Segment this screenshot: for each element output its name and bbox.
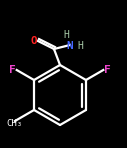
Text: H: H [77, 41, 83, 51]
Text: H: H [63, 30, 69, 40]
Text: F: F [104, 65, 111, 75]
Text: CH₃: CH₃ [6, 119, 22, 127]
Text: N: N [67, 41, 73, 51]
Text: F: F [9, 65, 16, 75]
Text: O: O [31, 36, 37, 46]
